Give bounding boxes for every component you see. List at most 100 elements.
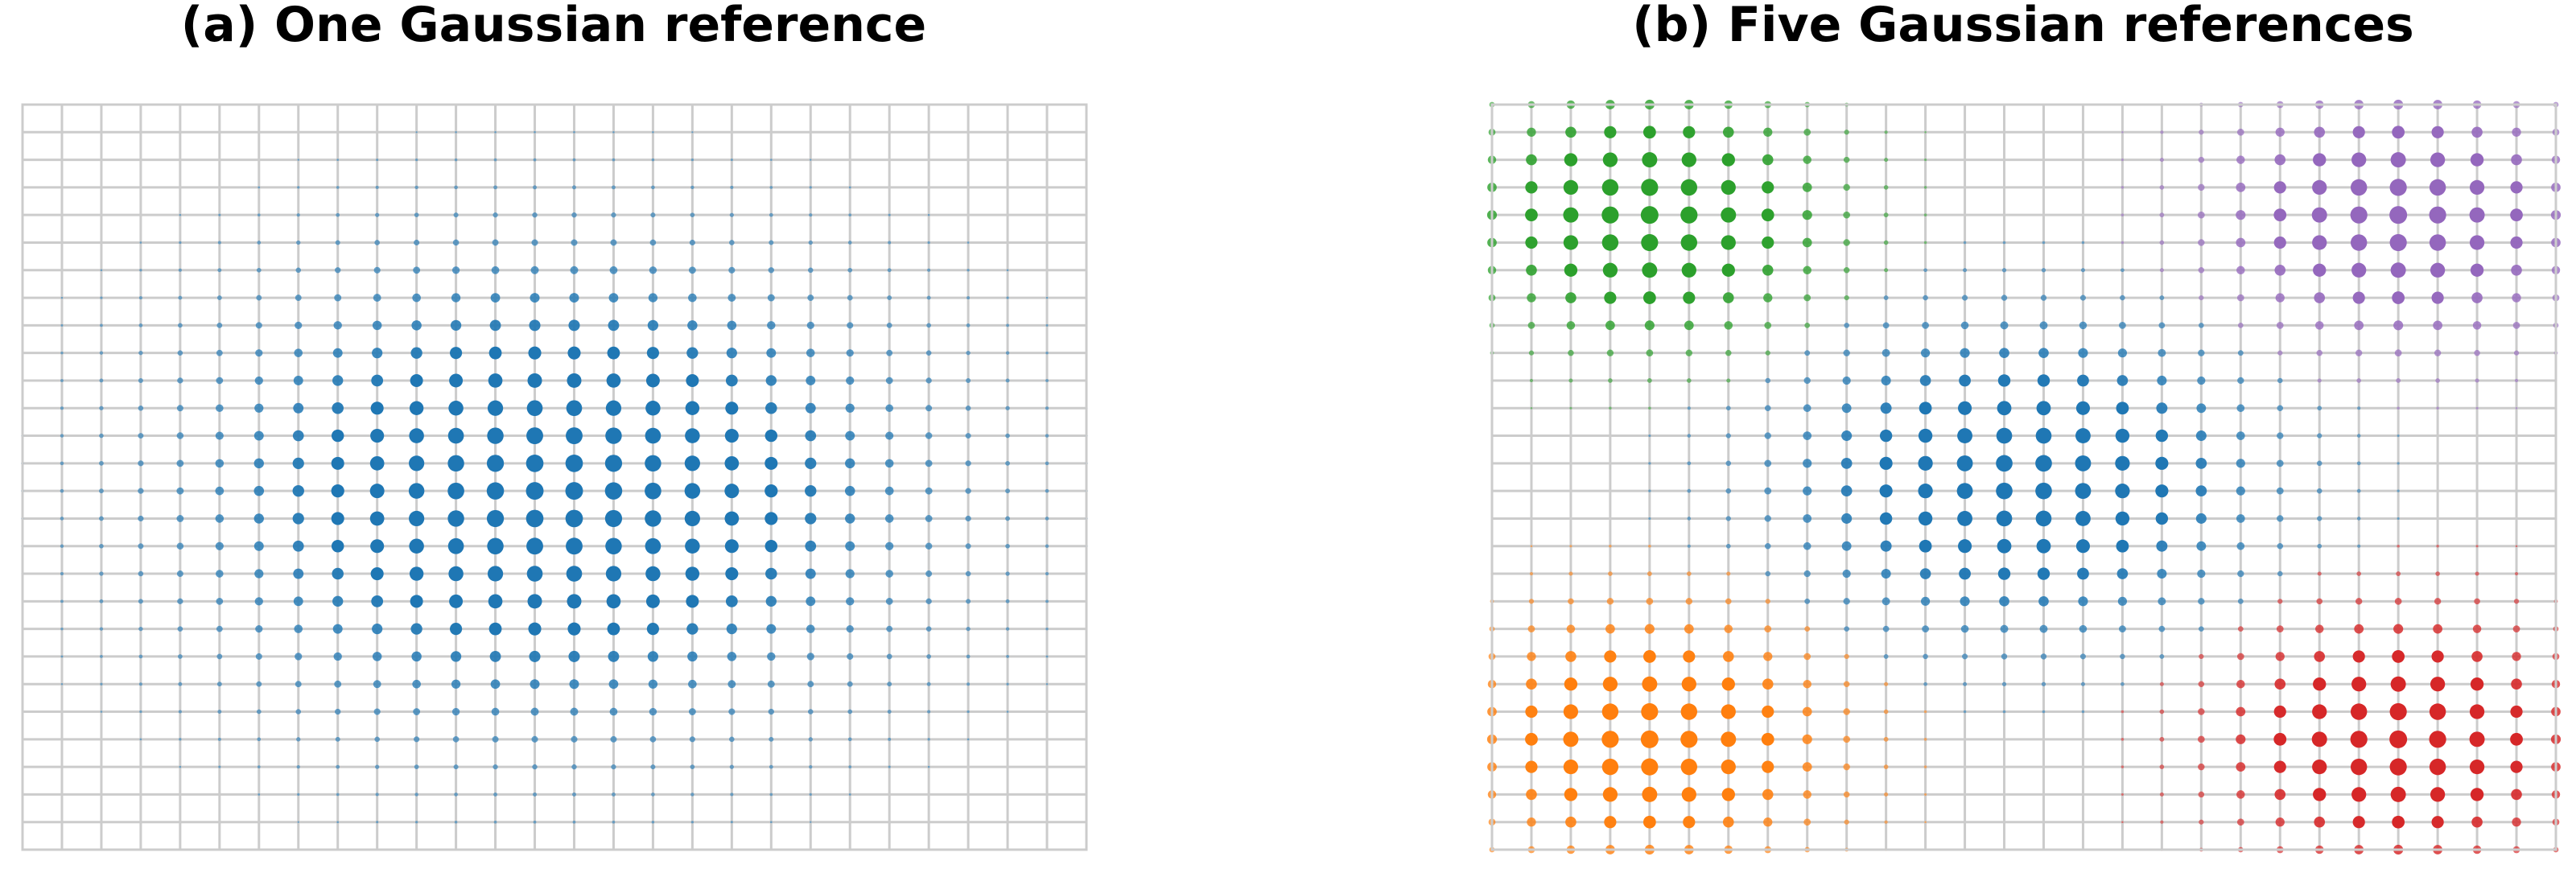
panel-a-point bbox=[649, 266, 657, 274]
panel-a-point bbox=[100, 269, 103, 272]
panel-a-point bbox=[847, 294, 853, 301]
panel-b-point bbox=[2236, 514, 2245, 523]
panel-a-point bbox=[1045, 682, 1049, 686]
panel-a-point bbox=[805, 457, 817, 469]
panel-b-point bbox=[2236, 128, 2244, 136]
panel-b-point bbox=[2155, 429, 2169, 443]
panel-a-point bbox=[409, 510, 425, 527]
panel-b-point bbox=[1882, 348, 1890, 357]
panel-a-points bbox=[21, 130, 1088, 851]
panel-b-point bbox=[1684, 624, 1694, 634]
panel-a-point bbox=[410, 347, 422, 359]
panel-b-point bbox=[1923, 710, 1927, 714]
panel-a-point bbox=[651, 158, 655, 162]
panel-b-point bbox=[1525, 760, 1538, 773]
panel-a-point bbox=[965, 570, 971, 577]
panel-b-point bbox=[1722, 126, 1734, 138]
panel-a-point bbox=[766, 624, 777, 634]
panel-b-point bbox=[2312, 235, 2327, 250]
panel-b-point bbox=[1724, 321, 1733, 330]
panel-a-point bbox=[138, 377, 143, 383]
panel-a-point bbox=[846, 625, 854, 633]
panel-a-point bbox=[1005, 543, 1010, 549]
panel-b-point bbox=[1996, 482, 2013, 500]
panel-a-point bbox=[60, 296, 64, 299]
panel-a-point bbox=[886, 653, 892, 660]
panel-b-point bbox=[2237, 570, 2244, 578]
panel-a-point bbox=[492, 735, 499, 743]
panel-b-point bbox=[1568, 349, 1574, 356]
panel-a-point bbox=[415, 131, 418, 134]
panel-b-point bbox=[1924, 159, 1927, 162]
panel-b-point bbox=[1963, 241, 1967, 245]
panel-a-point bbox=[493, 212, 498, 218]
panel-b-point bbox=[1923, 213, 1927, 216]
panel-a-point bbox=[565, 455, 583, 472]
panel-a-point bbox=[488, 346, 502, 360]
panel-a-point bbox=[449, 594, 464, 608]
panel-a-point bbox=[294, 624, 303, 633]
panel-b-point bbox=[2357, 406, 2361, 410]
panel-b-point bbox=[2159, 212, 2165, 218]
panel-a-point bbox=[335, 708, 341, 715]
panel-b-point bbox=[1648, 544, 1651, 548]
panel-b-point bbox=[2158, 322, 2166, 329]
panel-b-point bbox=[2397, 544, 2400, 548]
panel-b-point bbox=[2436, 406, 2439, 410]
panel-b-point bbox=[2041, 682, 2046, 686]
panel-b-point bbox=[2397, 434, 2400, 438]
panel-b-point bbox=[2041, 268, 2046, 273]
panel-a-point bbox=[414, 821, 418, 824]
panel-a-point bbox=[486, 509, 505, 528]
panel-b-point bbox=[1843, 156, 1850, 163]
panel-b-point bbox=[2430, 152, 2446, 167]
panel-a-point bbox=[726, 348, 737, 359]
panel-a-point bbox=[414, 736, 420, 743]
panel-b-point bbox=[1762, 705, 1774, 719]
panel-a-point bbox=[60, 517, 64, 521]
panel-a-point bbox=[215, 431, 224, 440]
panel-a-point bbox=[1045, 323, 1049, 327]
panel-b-point bbox=[2351, 677, 2367, 692]
panel-b-point bbox=[1959, 374, 1971, 387]
panel-a-point bbox=[805, 430, 817, 442]
panel-a-point bbox=[100, 682, 103, 686]
panel-a-point bbox=[336, 186, 340, 189]
panel-b-point bbox=[2354, 624, 2364, 634]
panel-a-point bbox=[255, 322, 262, 329]
panel-a-point bbox=[884, 459, 894, 468]
panel-b-point bbox=[2434, 598, 2442, 605]
panel-a-point bbox=[216, 377, 224, 385]
panel-a-point bbox=[295, 681, 302, 688]
panel-b-point bbox=[1997, 538, 2012, 554]
panel-b-point bbox=[1843, 708, 1850, 715]
panel-a-point bbox=[139, 241, 142, 244]
panel-a-point bbox=[451, 707, 460, 716]
panel-b-point bbox=[1609, 545, 1612, 548]
panel-a-point bbox=[526, 427, 543, 444]
panel-b-point bbox=[2000, 321, 2009, 330]
panel-b-point bbox=[2159, 268, 2164, 273]
panel-b-point bbox=[2431, 291, 2444, 304]
panel-b-point bbox=[1884, 682, 1889, 686]
panel-a-point bbox=[414, 793, 418, 797]
panel-b-point bbox=[2121, 821, 2124, 823]
panel-a-point bbox=[454, 793, 458, 797]
panel-a-point bbox=[605, 427, 622, 444]
panel-a-point bbox=[488, 373, 503, 388]
panel-b-point bbox=[2236, 237, 2246, 248]
panel-a-point bbox=[689, 736, 695, 743]
panel-a-point bbox=[648, 679, 658, 689]
panel-a-point bbox=[410, 623, 422, 635]
panel-b-point bbox=[1725, 516, 1731, 521]
panel-a-point bbox=[725, 401, 739, 415]
panel-a-point bbox=[486, 482, 505, 500]
panel-a-point bbox=[610, 239, 617, 246]
panel-a-point bbox=[730, 185, 734, 189]
panel-b-point bbox=[2198, 156, 2205, 163]
panel-b-point bbox=[2159, 654, 2165, 659]
panel-b-point bbox=[2075, 483, 2092, 500]
panel-a-point bbox=[373, 708, 381, 715]
panel-a-point bbox=[373, 680, 381, 689]
panel-b-point bbox=[2275, 652, 2285, 661]
